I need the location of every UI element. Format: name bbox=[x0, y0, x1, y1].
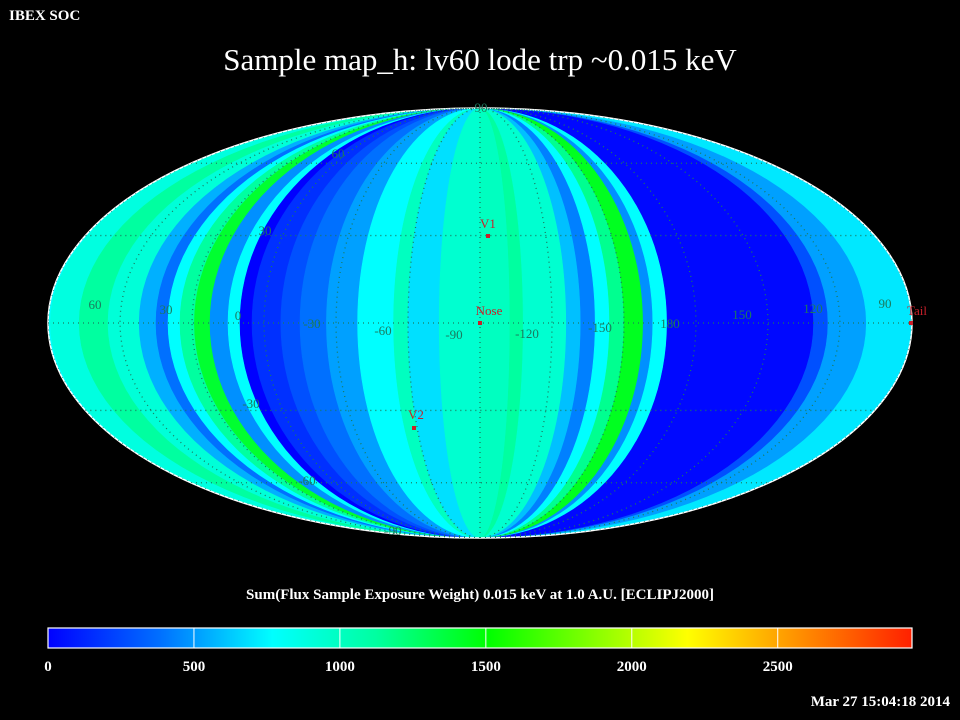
colorbar-tick-label: 2500 bbox=[762, 659, 793, 675]
latitude-label: -90 bbox=[384, 523, 401, 538]
latitude-label: -60 bbox=[298, 473, 315, 488]
longitude-label: 90 bbox=[879, 296, 892, 311]
marker-tail-point bbox=[909, 321, 913, 325]
meridian-line bbox=[479, 108, 625, 538]
longitude-label: 150 bbox=[732, 307, 752, 322]
longitude-label: 120 bbox=[803, 301, 823, 316]
marker-v2-label: V2 bbox=[408, 407, 424, 422]
longitude-label: 30 bbox=[160, 302, 173, 317]
marker-v2-point bbox=[412, 426, 416, 430]
marker-tail-label: Tail bbox=[907, 303, 927, 318]
timestamp: Mar 27 15:04:18 2014 bbox=[810, 694, 950, 710]
map-title: Sample map_h: lv60 lode trp ~0.015 keV bbox=[223, 42, 737, 77]
colorbar-tick-label: 1000 bbox=[324, 659, 355, 675]
meridian-line bbox=[335, 108, 481, 538]
colorbar-tick-label: 500 bbox=[182, 659, 206, 675]
longitude-label: -90 bbox=[445, 327, 462, 342]
app-label: IBEX SOC bbox=[9, 8, 81, 24]
latitude-label: 30 bbox=[259, 223, 272, 238]
colorbar-tick-label: 2000 bbox=[616, 659, 647, 675]
longitude-label: 0 bbox=[235, 308, 242, 323]
latitude-label: 60 bbox=[332, 146, 345, 161]
marker-nose-label: Nose bbox=[476, 303, 503, 318]
colorbar-dividers bbox=[193, 628, 779, 648]
longitude-label: -150 bbox=[588, 320, 612, 335]
latitude-label: -30 bbox=[242, 396, 259, 411]
longitude-label: -120 bbox=[515, 326, 539, 341]
colorbar bbox=[47, 627, 913, 649]
latitude-label: 90 bbox=[475, 100, 488, 115]
colorbar-label: Sum(Flux Sample Exposure Weight) 0.015 k… bbox=[246, 587, 714, 603]
longitude-label: -30 bbox=[303, 316, 320, 331]
marker-nose-point bbox=[478, 321, 482, 325]
longitude-label: 180 bbox=[660, 316, 680, 331]
graticule-labels: 90 60 30 -30 -60 -90 60 30 0 -30 -60 -90 -120 -150 180… bbox=[89, 100, 892, 538]
map-markers: V1 Nose V2 Tail bbox=[408, 216, 927, 430]
longitude-label: -60 bbox=[374, 323, 391, 338]
colorbar-tick-label: 0 bbox=[44, 659, 52, 675]
longitude-label: 60 bbox=[89, 297, 102, 312]
marker-v1-point bbox=[486, 234, 490, 238]
marker-v1-label: V1 bbox=[480, 216, 496, 231]
colorbar-tick-label: 1500 bbox=[470, 659, 501, 675]
